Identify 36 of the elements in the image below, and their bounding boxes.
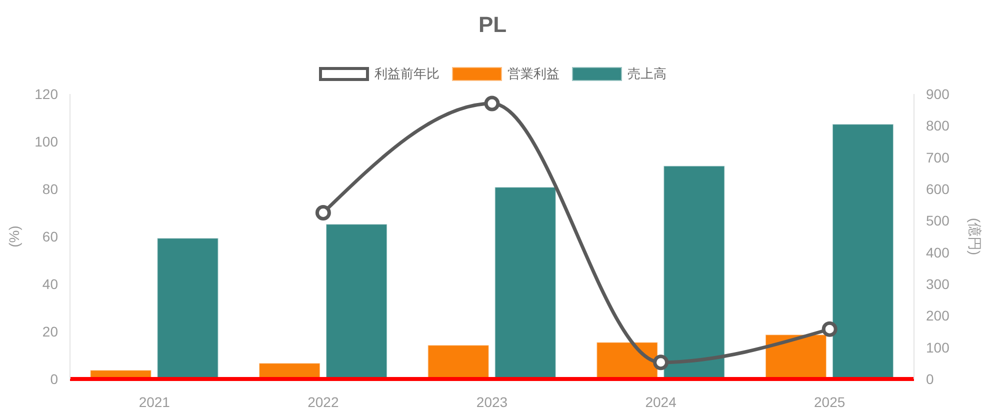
- y-tick-label: 40: [42, 276, 58, 292]
- point: [484, 96, 500, 112]
- point: [653, 354, 669, 370]
- point: [822, 321, 838, 337]
- chart-title: PL: [477, 12, 508, 38]
- legend-label: 売上高: [628, 65, 666, 83]
- y-tick-label: 20: [42, 323, 58, 340]
- y-tick-label: 80: [42, 180, 58, 197]
- y-tick-label: 0: [50, 370, 58, 387]
- y-axis-title: (%): [6, 226, 22, 248]
- bar: [156, 238, 219, 379]
- x-tick-label: 2025: [814, 394, 846, 410]
- y-tick-label: 120: [34, 86, 58, 102]
- legend-label: 営業利益: [508, 65, 560, 83]
- legend-label: 利益前年比: [374, 65, 440, 83]
- y2-tick-label: 500: [926, 212, 950, 229]
- y2-tick-label: 600: [926, 180, 950, 197]
- y2-tick-label: 400: [926, 244, 950, 260]
- x-tick-label: 2022: [308, 394, 339, 410]
- y2-tick-label: 800: [926, 118, 950, 134]
- x-tick-label: 2024: [645, 394, 677, 410]
- y2-tick-label: 100: [926, 339, 950, 356]
- x-tick-label: 2021: [138, 394, 170, 410]
- bar: [494, 186, 556, 379]
- bar: [427, 344, 490, 379]
- y2-axis-title: (億円): [967, 218, 984, 256]
- y2-tick-label: 0: [926, 370, 934, 387]
- y2-tick-label: 300: [926, 276, 950, 292]
- y2-tick-label: 200: [926, 308, 950, 324]
- y-tick-label: 100: [34, 133, 58, 150]
- y-tick-label: 60: [42, 228, 58, 244]
- point: [315, 205, 331, 220]
- bar: [326, 224, 388, 379]
- y2-tick-label: 900: [926, 86, 950, 102]
- y2-tick-label: 700: [926, 149, 950, 166]
- x-tick-label: 2023: [476, 394, 508, 410]
